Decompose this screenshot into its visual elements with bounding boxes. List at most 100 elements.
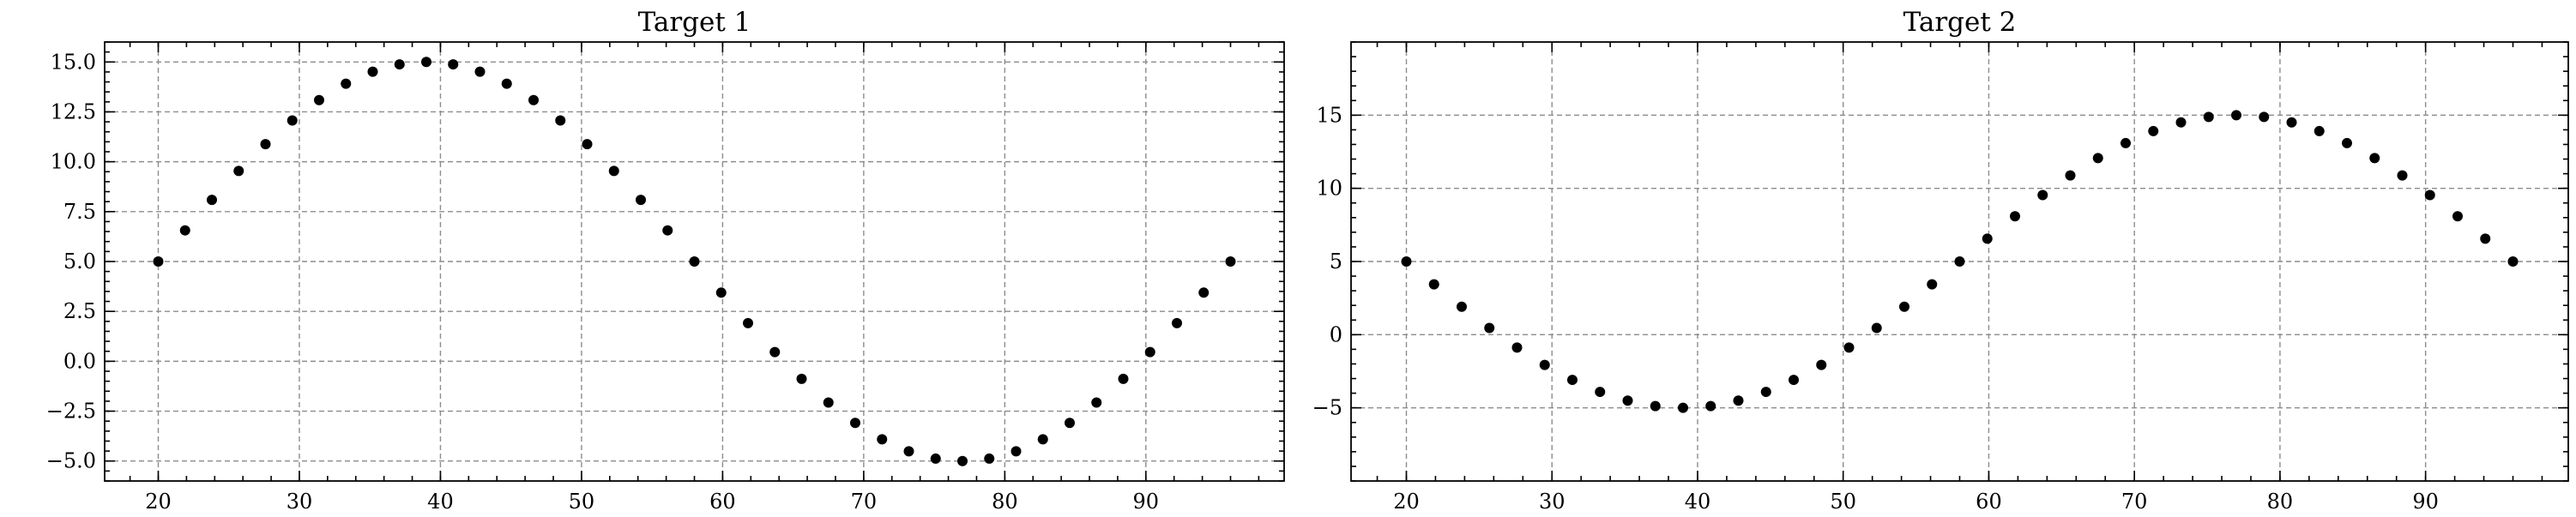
data-point	[1118, 373, 1129, 384]
data-point	[1457, 301, 1467, 312]
x-tick-label: 40	[427, 490, 454, 514]
data-point	[2397, 170, 2408, 181]
data-point	[2259, 111, 2270, 123]
data-point	[850, 418, 860, 429]
data-point	[1705, 400, 1716, 412]
data-point	[1678, 402, 1688, 413]
chart-panel-target-1: Target 1 20 30 40 50 60 70 80 90 −5.0 −2.5 0.0 2.5 5…	[46, 7, 1285, 514]
x-tick-label: 80	[992, 490, 1018, 514]
data-point	[2010, 211, 2020, 222]
data-point	[1065, 418, 1075, 429]
data-point	[2092, 153, 2103, 164]
data-point	[2424, 189, 2435, 201]
chart-title: Target 1	[638, 7, 751, 38]
data-point	[153, 256, 164, 267]
data-point	[823, 397, 834, 408]
data-point	[1982, 233, 1993, 244]
x-tick-label: 60	[1976, 490, 2002, 514]
data-point	[1539, 359, 1550, 370]
y-tick-label: −5.0	[46, 449, 96, 473]
y-tick-label: 12.5	[51, 99, 96, 123]
data-point	[2507, 256, 2519, 267]
data-point	[501, 78, 512, 89]
data-point	[1595, 387, 1606, 398]
data-point	[957, 455, 968, 466]
data-point	[1091, 397, 1102, 408]
data-point	[2342, 137, 2352, 148]
data-point	[1760, 387, 1771, 398]
data-point	[1172, 317, 1182, 328]
data-point	[2203, 111, 2214, 123]
data-point	[2121, 137, 2131, 148]
data-point	[796, 373, 807, 384]
x-tick-label: 30	[1539, 490, 1566, 514]
data-point	[662, 225, 673, 236]
x-tick-label: 20	[145, 490, 172, 514]
x-tick-label: 30	[287, 490, 313, 514]
x-tick-label: 90	[2412, 490, 2439, 514]
y-tick-label: 5	[1330, 249, 1342, 274]
data-point	[1511, 342, 1523, 353]
data-point	[984, 453, 995, 464]
data-point	[1789, 375, 1799, 386]
x-tick-label: 60	[709, 490, 736, 514]
data-point	[233, 165, 244, 177]
y-tick-label: 10	[1316, 177, 1342, 201]
chart-panel-target-2: Target 2 20 30 40 50 60 70 80 90 −5 0 5 10 15	[1312, 7, 2569, 514]
data-point	[1225, 256, 1236, 267]
data-point	[2175, 117, 2187, 128]
y-tick-label: −5	[1312, 396, 1342, 420]
x-tick-label: 40	[1685, 490, 1711, 514]
data-point	[555, 115, 566, 126]
data-point	[260, 139, 271, 150]
data-point	[341, 78, 352, 89]
data-point	[1927, 279, 1938, 290]
data-point	[930, 453, 941, 464]
data-point	[448, 59, 459, 70]
y-tick-label: 10.0	[51, 150, 96, 174]
x-tick-label: 90	[1133, 490, 1160, 514]
data-point	[1484, 322, 1495, 334]
x-tick-label: 70	[2121, 490, 2148, 514]
data-point	[689, 256, 700, 267]
chart-title: Target 2	[1903, 7, 2017, 38]
data-point	[421, 57, 431, 68]
data-point	[2148, 125, 2159, 136]
data-point	[1037, 434, 1048, 445]
data-point	[474, 66, 486, 77]
data-point	[636, 195, 646, 206]
data-point	[769, 346, 781, 358]
x-tick-label: 50	[1830, 490, 1856, 514]
x-tick-label: 80	[2267, 490, 2294, 514]
data-point	[1567, 375, 1578, 386]
data-point	[2452, 211, 2463, 222]
data-point	[2065, 170, 2076, 181]
data-point	[2037, 189, 2048, 201]
data-point	[2286, 117, 2297, 128]
data-point	[1428, 279, 1439, 290]
data-point	[179, 225, 190, 236]
data-point	[1650, 400, 1661, 412]
data-point	[2369, 153, 2380, 164]
x-tick-label: 50	[569, 490, 595, 514]
y-tick-label: 7.5	[63, 200, 96, 224]
data-point	[2314, 125, 2325, 136]
data-point	[1010, 446, 1022, 457]
data-point	[367, 66, 378, 77]
data-point	[1401, 256, 1412, 267]
data-point	[715, 287, 727, 298]
data-point	[743, 317, 753, 328]
data-point	[1144, 346, 1155, 358]
data-point	[528, 94, 539, 105]
data-point	[1622, 395, 1633, 406]
data-point	[1733, 395, 1744, 406]
x-tick-label: 20	[1393, 490, 1420, 514]
data-point	[608, 165, 619, 177]
data-point	[287, 115, 298, 126]
y-tick-label: −2.5	[46, 400, 96, 424]
data-point	[314, 94, 324, 105]
x-tick-label: 70	[851, 490, 878, 514]
data-point	[1816, 359, 1827, 370]
data-point	[1198, 287, 1210, 298]
